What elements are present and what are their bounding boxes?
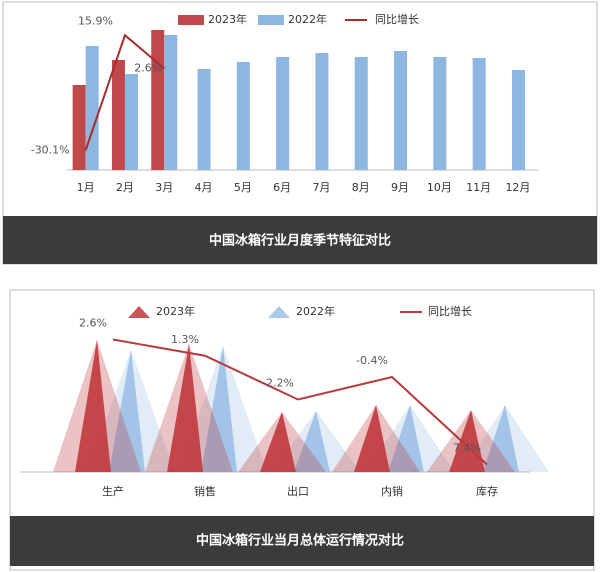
x-tick-label: 出口 (287, 484, 309, 498)
bar (315, 53, 329, 170)
bar (433, 57, 447, 170)
x-tick-label: 6月 (273, 181, 291, 194)
triangle (109, 350, 145, 472)
legend-label: 同比增长 (428, 304, 472, 318)
bar (164, 35, 178, 170)
triangle (201, 346, 237, 472)
x-tick-label: 12月 (505, 181, 530, 194)
chart-title: 中国冰箱行业月度季节特征对比 (209, 233, 391, 249)
triangle (354, 405, 390, 472)
x-tick-label: 销售 (194, 484, 216, 498)
triangle (75, 340, 111, 472)
bar (124, 74, 138, 170)
data-label: 2.6% (134, 62, 162, 75)
x-tick-label: 4月 (195, 181, 213, 194)
x-tick-label: 9月 (391, 181, 409, 194)
legend-label: 同比增长 (375, 12, 419, 26)
x-tick-label: 内销 (381, 484, 403, 498)
bar (151, 30, 165, 170)
bar (276, 57, 290, 170)
bar (394, 51, 408, 170)
triangle (167, 344, 203, 472)
data-label: 2.6% (79, 317, 107, 330)
triangle (260, 412, 296, 472)
x-tick-label: 生产 (102, 484, 124, 498)
bar (472, 58, 486, 170)
legend-label: 2023年 (208, 12, 247, 26)
x-tick-label: 7月 (312, 181, 330, 194)
data-label: 1.3% (171, 333, 199, 346)
triangle (388, 405, 424, 472)
legend-label: 2022年 (288, 12, 327, 26)
bar (111, 60, 125, 170)
line (84, 33, 165, 151)
x-tick-label: 库存 (476, 484, 498, 498)
legend-swatch (178, 15, 204, 25)
x-tick-label: 11月 (466, 181, 491, 194)
data-label: 7.4% (453, 442, 481, 455)
bar (72, 85, 86, 170)
chart-title: 中国冰箱行业当月总体运行情况对比 (196, 533, 404, 549)
legend-label: 2022年 (296, 304, 335, 318)
triangle (483, 405, 519, 472)
x-tick-label: 1月 (77, 181, 95, 194)
legend-swatch (268, 306, 290, 318)
x-tick-label: 5月 (234, 181, 252, 194)
title-band (3, 216, 597, 264)
data-label: 15.9% (78, 14, 113, 27)
bar (236, 62, 250, 170)
bar (354, 57, 368, 170)
bar (511, 70, 525, 170)
legend-swatch (258, 15, 284, 25)
legend-swatch (128, 306, 150, 318)
bar (85, 46, 99, 170)
x-tick-label: 10月 (427, 181, 452, 194)
x-tick-label: 8月 (352, 181, 370, 194)
data-label: -0.4% (356, 354, 388, 367)
title-band (10, 516, 594, 566)
data-label: -2.2% (262, 377, 294, 390)
x-tick-label: 3月 (155, 181, 173, 194)
data-label: -30.1% (31, 143, 70, 156)
line (112, 338, 488, 466)
bar (197, 69, 211, 170)
triangle (449, 410, 485, 472)
legend-label: 2023年 (156, 304, 195, 318)
triangle (294, 411, 330, 472)
frame (9, 289, 595, 571)
x-tick-label: 2月 (116, 181, 134, 194)
